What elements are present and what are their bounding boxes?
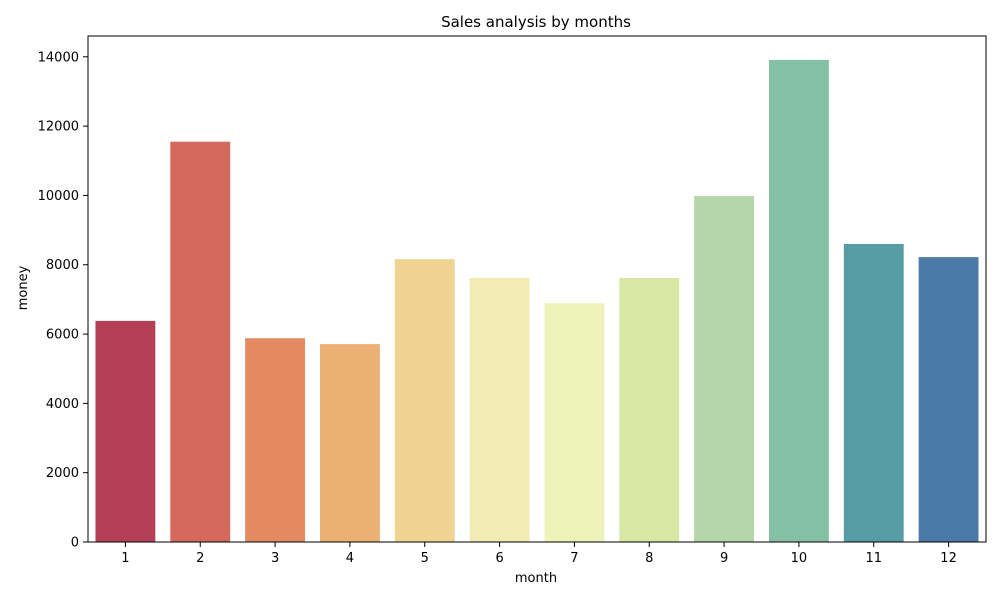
y-tick-label: 4000 <box>46 397 79 412</box>
x-tick-label: 1 <box>121 551 129 566</box>
y-tick-label: 12000 <box>38 120 79 135</box>
chart-title: Sales analysis by months <box>441 13 631 31</box>
bars-group <box>95 59 979 543</box>
x-tick-label: 5 <box>421 551 429 566</box>
bar-month-10 <box>768 59 829 543</box>
x-tick-label: 7 <box>570 551 578 566</box>
bar-month-9 <box>694 196 755 543</box>
bar-month-5 <box>394 259 455 542</box>
x-tick-label: 2 <box>196 551 204 566</box>
bar-month-11 <box>843 243 904 543</box>
x-axis-ticks: 1 2 3 4 5 6 7 8 9 10 11 12 <box>121 542 957 566</box>
x-tick-label: 3 <box>271 551 279 566</box>
y-tick-label: 14000 <box>38 50 79 65</box>
bar-month-3 <box>245 338 306 542</box>
y-tick-label: 10000 <box>38 189 79 204</box>
x-tick-label: 9 <box>720 551 728 566</box>
bar-month-7 <box>544 303 605 542</box>
plot-frame <box>87 35 987 543</box>
bar-month-8 <box>619 277 680 542</box>
bar-month-12 <box>918 257 979 542</box>
x-axis-label: month <box>515 571 557 586</box>
x-tick-label: 12 <box>940 551 957 566</box>
y-tick-label: 6000 <box>46 328 79 343</box>
y-tick-label: 0 <box>71 536 79 551</box>
y-axis-label: money <box>16 265 31 310</box>
x-tick-label: 11 <box>865 551 882 566</box>
bar-month-2 <box>170 141 231 542</box>
bar-month-4 <box>319 344 380 542</box>
y-tick-label: 2000 <box>46 466 79 481</box>
bar-month-1 <box>95 320 156 542</box>
x-tick-label: 10 <box>791 551 808 566</box>
x-tick-label: 8 <box>645 551 653 566</box>
y-axis-ticks: 0 2000 4000 6000 8000 10000 12000 14000 <box>38 50 88 551</box>
y-tick-label: 8000 <box>46 258 79 273</box>
x-tick-label: 4 <box>346 551 354 566</box>
bar-month-6 <box>469 277 530 542</box>
x-tick-label: 6 <box>495 551 503 566</box>
